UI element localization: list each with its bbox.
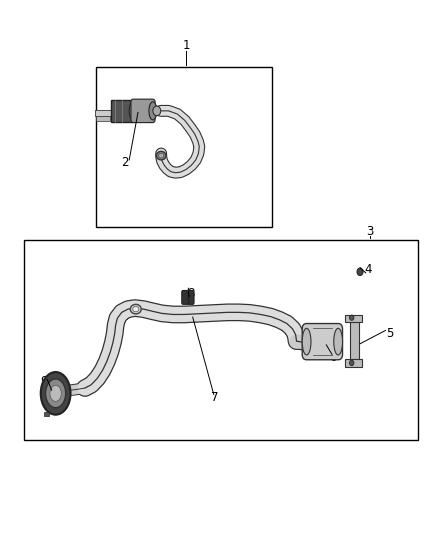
Bar <box>350 317 359 362</box>
Ellipse shape <box>149 102 157 120</box>
Text: 1: 1 <box>182 39 190 52</box>
Text: 7: 7 <box>211 391 219 403</box>
Ellipse shape <box>129 102 137 120</box>
Circle shape <box>357 268 363 276</box>
Circle shape <box>350 360 354 366</box>
Ellipse shape <box>131 304 141 314</box>
Ellipse shape <box>50 385 61 401</box>
Bar <box>345 315 362 322</box>
Ellipse shape <box>156 151 166 160</box>
Text: 2: 2 <box>121 156 129 169</box>
Ellipse shape <box>46 379 66 408</box>
Bar <box>345 359 362 367</box>
Ellipse shape <box>334 328 343 355</box>
Ellipse shape <box>159 154 164 158</box>
FancyBboxPatch shape <box>302 324 343 360</box>
Bar <box>44 412 49 416</box>
Text: 8: 8 <box>187 287 194 300</box>
Bar <box>24 240 418 440</box>
Circle shape <box>153 106 161 116</box>
Bar <box>96 67 272 227</box>
FancyBboxPatch shape <box>182 290 194 304</box>
Text: 4: 4 <box>364 263 372 276</box>
Circle shape <box>350 315 354 320</box>
Text: 9: 9 <box>40 375 48 387</box>
Bar <box>95 110 112 116</box>
FancyBboxPatch shape <box>111 100 133 122</box>
Ellipse shape <box>41 372 71 415</box>
Text: 6: 6 <box>329 351 337 364</box>
Text: 5: 5 <box>386 327 393 340</box>
Text: 3: 3 <box>367 225 374 238</box>
FancyBboxPatch shape <box>131 99 155 123</box>
Ellipse shape <box>302 328 311 355</box>
Bar <box>96 116 110 121</box>
Ellipse shape <box>133 306 139 312</box>
Bar <box>95 110 112 116</box>
